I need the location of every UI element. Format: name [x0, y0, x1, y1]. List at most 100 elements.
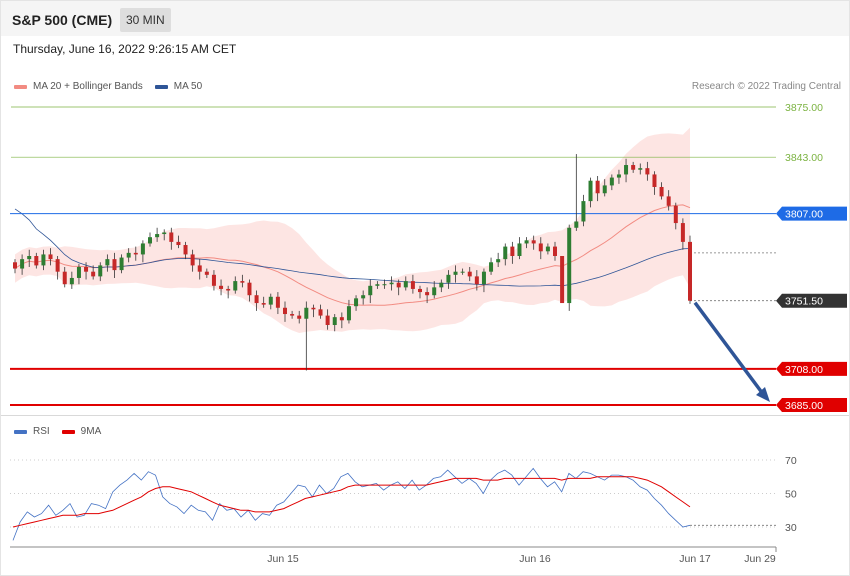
- candle-body-21: [162, 232, 167, 235]
- candle-body-19: [148, 237, 152, 244]
- candle-body-52: [382, 284, 387, 286]
- candle-body-41: [304, 307, 309, 319]
- candle-body-76: [553, 246, 557, 256]
- candle-body-38: [283, 307, 287, 315]
- level-label-4: 3708.00: [785, 364, 823, 376]
- candle-body-5: [48, 254, 53, 260]
- candle-body-75: [545, 246, 550, 252]
- candle-body-93: [673, 205, 678, 224]
- candle-body-47: [346, 306, 351, 321]
- candle-body-3: [34, 256, 39, 266]
- candle-body-92: [666, 196, 671, 206]
- candle-body-74: [538, 243, 543, 252]
- projection-arrow-head: [756, 387, 770, 402]
- level-label-2: 3807.00: [785, 209, 823, 221]
- candle-body-2: [27, 256, 32, 260]
- instrument-title: S&P 500 (CME): [12, 12, 113, 28]
- candle-body-88: [638, 168, 643, 170]
- x-tick-label-1: Jun 16: [519, 553, 551, 565]
- candle-body-36: [268, 296, 273, 305]
- candle-body-32: [240, 281, 245, 283]
- candle-body-68: [496, 259, 501, 263]
- level-tag-3: [776, 293, 847, 308]
- interval-badge[interactable]: 30 MIN: [120, 8, 171, 32]
- level-label-5: 3685.00: [785, 400, 823, 412]
- candle-body-12: [98, 265, 103, 277]
- legend-item-rsi: RSI: [14, 426, 50, 437]
- level-tag-2: [776, 206, 847, 221]
- panel-divider: [1, 415, 849, 416]
- candle-body-84: [609, 177, 614, 186]
- rsi-series-rsi: [12, 467, 691, 541]
- candle-body-56: [410, 281, 415, 289]
- legend-swatch-ma20: [14, 84, 27, 89]
- legend-label-ma50: MA 50: [173, 81, 203, 92]
- legend-label-rsi: RSI: [33, 426, 50, 437]
- ma50-line: [14, 208, 691, 287]
- candle-body-54: [396, 282, 401, 288]
- candle-body-73: [531, 240, 536, 244]
- legend-swatch-9ma: [61, 429, 75, 434]
- candle-body-45: [332, 317, 337, 326]
- candle-body-83: [602, 185, 607, 194]
- candle-body-72: [524, 240, 529, 244]
- level-tag-4: [776, 361, 847, 376]
- candle-body-7: [62, 271, 67, 285]
- candle-body-1: [20, 259, 25, 269]
- legend-swatch-ma50: [154, 84, 168, 89]
- candle-body-82: [595, 180, 600, 194]
- candle-body-86: [624, 165, 629, 175]
- candle-body-65: [474, 276, 479, 285]
- candle-body-28: [211, 274, 216, 286]
- candle-body-64: [467, 271, 472, 277]
- candle-body-48: [354, 298, 359, 307]
- candle-body-31: [233, 281, 238, 291]
- main-legend: MA 20 + Bollinger Bands MA 50: [14, 81, 214, 92]
- level-tag-5: [776, 398, 847, 412]
- candle-body-80: [581, 201, 586, 222]
- candle-body-85: [616, 174, 621, 178]
- legend-item-ma20: MA 20 + Bollinger Bands: [14, 81, 143, 92]
- candle-body-40: [297, 315, 302, 319]
- candle-body-57: [418, 288, 422, 293]
- candle-body-30: [226, 288, 231, 291]
- candle-body-77: [560, 256, 565, 304]
- rsi-tick-label-0: 30: [785, 522, 797, 534]
- candle-body-10: [84, 266, 89, 272]
- candle-body-34: [254, 295, 259, 304]
- level-label-0: 3875.00: [785, 102, 823, 114]
- candle-body-50: [368, 285, 373, 296]
- rsi-series-9ma: [12, 476, 691, 528]
- candle-body-18: [140, 243, 145, 255]
- candle-body-62: [453, 271, 458, 275]
- candle-body-39: [290, 314, 295, 316]
- candle-body-90: [652, 174, 657, 187]
- candle-body-89: [645, 168, 650, 175]
- candle-body-9: [76, 266, 81, 278]
- legend-swatch-rsi: [14, 429, 27, 434]
- candle-body-44: [325, 315, 330, 326]
- candle-body-81: [588, 180, 593, 202]
- legend-item-ma50: MA 50: [154, 81, 203, 92]
- candle-body-59: [432, 287, 437, 296]
- candle-body-8: [69, 277, 74, 285]
- candle-body-87: [631, 165, 636, 170]
- candle-body-4: [41, 254, 46, 266]
- candle-body-20: [155, 234, 160, 238]
- candle-body-24: [183, 245, 188, 255]
- candle-body-25: [190, 254, 195, 266]
- legend-label-9ma: 9MA: [80, 426, 102, 437]
- candle-body-0: [13, 262, 17, 269]
- candle-body-42: [311, 307, 316, 310]
- candle-body-60: [439, 282, 444, 288]
- level-label-1: 3843.00: [785, 152, 823, 164]
- candle-body-35: [261, 303, 266, 305]
- candle-body-13: [105, 259, 110, 266]
- bollinger-band: [15, 127, 690, 333]
- candle-body-66: [481, 271, 486, 285]
- candle-body-6: [55, 259, 60, 272]
- candle-body-37: [275, 296, 280, 308]
- candle-body-67: [489, 262, 494, 272]
- candle-body-71: [517, 243, 522, 256]
